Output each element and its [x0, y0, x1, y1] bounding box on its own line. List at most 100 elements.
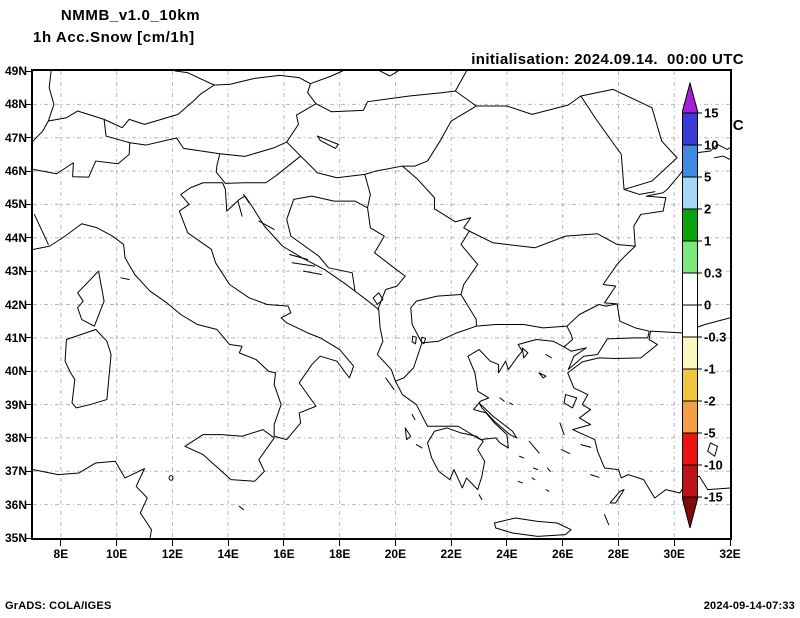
colorbar-label: 1	[704, 234, 711, 249]
islands	[121, 194, 624, 524]
lat-tick-mark	[25, 70, 31, 72]
lat-label: 39N	[4, 397, 27, 412]
lon-label: 10E	[105, 547, 128, 561]
lon-tick-mark	[171, 540, 173, 546]
lon-tick-mark	[339, 540, 341, 546]
creation-timestamp: 2024-09-14-07:33	[703, 600, 795, 612]
lat-tick-mark	[25, 437, 31, 439]
lon-label: 14E	[217, 547, 239, 561]
lon-tick-mark	[562, 540, 564, 546]
colorbar-label: 0.3	[704, 266, 722, 281]
colorbar-label: -10	[704, 458, 723, 473]
lat-tick-mark	[25, 370, 31, 372]
colorbar-segment	[682, 241, 698, 273]
colorbar-arrow-bottom	[682, 496, 699, 529]
variable-title: 1h Acc.Snow [cm/1h]	[33, 29, 195, 46]
snow-patch	[165, 116, 257, 139]
lat-label: 47N	[4, 130, 27, 145]
colorbar-label: -0.3	[704, 330, 726, 345]
lon-label: 8E	[53, 547, 69, 561]
lon-tick-mark	[673, 540, 675, 546]
lat-label: 42N	[4, 297, 27, 312]
colorbar-label: 5	[704, 170, 711, 185]
colorbar-label: -1	[704, 362, 716, 377]
lat-label: 49N	[4, 64, 27, 78]
lat-tick-mark	[25, 203, 31, 205]
colorbar-segment	[682, 177, 698, 209]
colorbar-segment	[682, 369, 698, 401]
lat-label: 37N	[4, 464, 27, 479]
lat-tick-mark	[25, 103, 31, 105]
coastline-italy-balkans-greece	[33, 183, 564, 448]
lat-tick-mark	[25, 137, 31, 139]
lon-label: 24E	[496, 547, 518, 561]
colorbar-label: 10	[704, 138, 718, 153]
colorbar-segment	[682, 337, 698, 369]
colorbar-label: 0	[704, 298, 711, 313]
colorbar-segment	[682, 273, 698, 305]
lat-label: 35N	[4, 531, 27, 545]
lon-label: 18E	[328, 547, 351, 561]
pantelleria-island	[169, 476, 173, 481]
coastline-north-africa	[33, 461, 151, 538]
lon-tick-mark	[450, 540, 452, 546]
colorbar-segment	[682, 433, 698, 465]
grid-lines	[33, 71, 730, 538]
colorbar-label: -2	[704, 394, 716, 409]
lat-tick-mark	[25, 470, 31, 472]
lat-tick-mark	[25, 337, 31, 339]
lon-tick-mark	[729, 540, 731, 546]
coastline-crete	[494, 518, 571, 536]
lon-tick-mark	[617, 540, 619, 546]
colorbar-label: -15	[704, 490, 723, 505]
lat-tick-mark	[25, 504, 31, 506]
lat-tick-mark	[25, 304, 31, 305]
colorbar-segment	[682, 305, 698, 337]
lon-label: 28E	[607, 547, 630, 561]
lat-tick-mark	[25, 237, 31, 239]
title-block: NMMB_v1.0_10km 1h Acc.Snow [cm/1h]	[33, 5, 228, 49]
grads-credit: GrADS: COLA/IGES	[5, 600, 112, 612]
lat-label: 41N	[4, 330, 27, 345]
lon-label: 26E	[552, 547, 574, 561]
lat-label: 44N	[4, 230, 27, 245]
initialisation-line: initialisation: 2024.09.14. 00:00 UTC	[471, 51, 744, 68]
coastline-sicily	[185, 430, 274, 482]
colorbar-segment	[682, 145, 698, 177]
colorbar: 15 10 5 2 1 0.3 0 -0.3 -1 -2 -5 -10 -15	[682, 82, 726, 529]
coastline-corsica	[78, 271, 104, 326]
lon-label: 22E	[440, 547, 462, 561]
map-frame	[31, 69, 732, 540]
lon-label: 16E	[273, 547, 295, 561]
lakes	[317, 136, 717, 456]
lon-tick-mark	[227, 540, 229, 546]
colorbar-label: 15	[704, 106, 718, 121]
coastline-sardinia	[65, 330, 111, 408]
lat-label: 38N	[4, 430, 27, 445]
lat-label: 46N	[4, 164, 27, 179]
coastline-euboea	[479, 403, 517, 438]
colorbar-segment	[682, 401, 698, 433]
colorbar-arrow-top	[682, 82, 699, 114]
lat-tick-mark	[25, 404, 31, 406]
lat-label: 48N	[4, 97, 27, 112]
colorbar-label: 2	[704, 202, 711, 217]
coastline-turkey	[568, 318, 730, 498]
lat-tick-mark	[25, 537, 31, 539]
lat-label: 45N	[4, 197, 27, 212]
lon-tick-mark	[394, 540, 396, 546]
coastline-blacksea-west	[564, 144, 730, 369]
lon-tick-mark	[283, 540, 285, 546]
lat-label: 43N	[4, 264, 27, 279]
colorbar-segment	[682, 113, 698, 145]
lat-label: 40N	[4, 364, 27, 379]
lat-tick-mark	[25, 170, 31, 172]
lon-label: 32E	[719, 547, 741, 561]
colorbar-segment	[682, 209, 698, 241]
lon-label: 20E	[384, 547, 407, 561]
lon-tick-mark	[506, 540, 508, 546]
lon-label: 12E	[161, 547, 184, 561]
lon-label: 30E	[663, 547, 685, 561]
colorbar-segment	[682, 465, 698, 497]
lon-tick-mark	[116, 540, 118, 546]
